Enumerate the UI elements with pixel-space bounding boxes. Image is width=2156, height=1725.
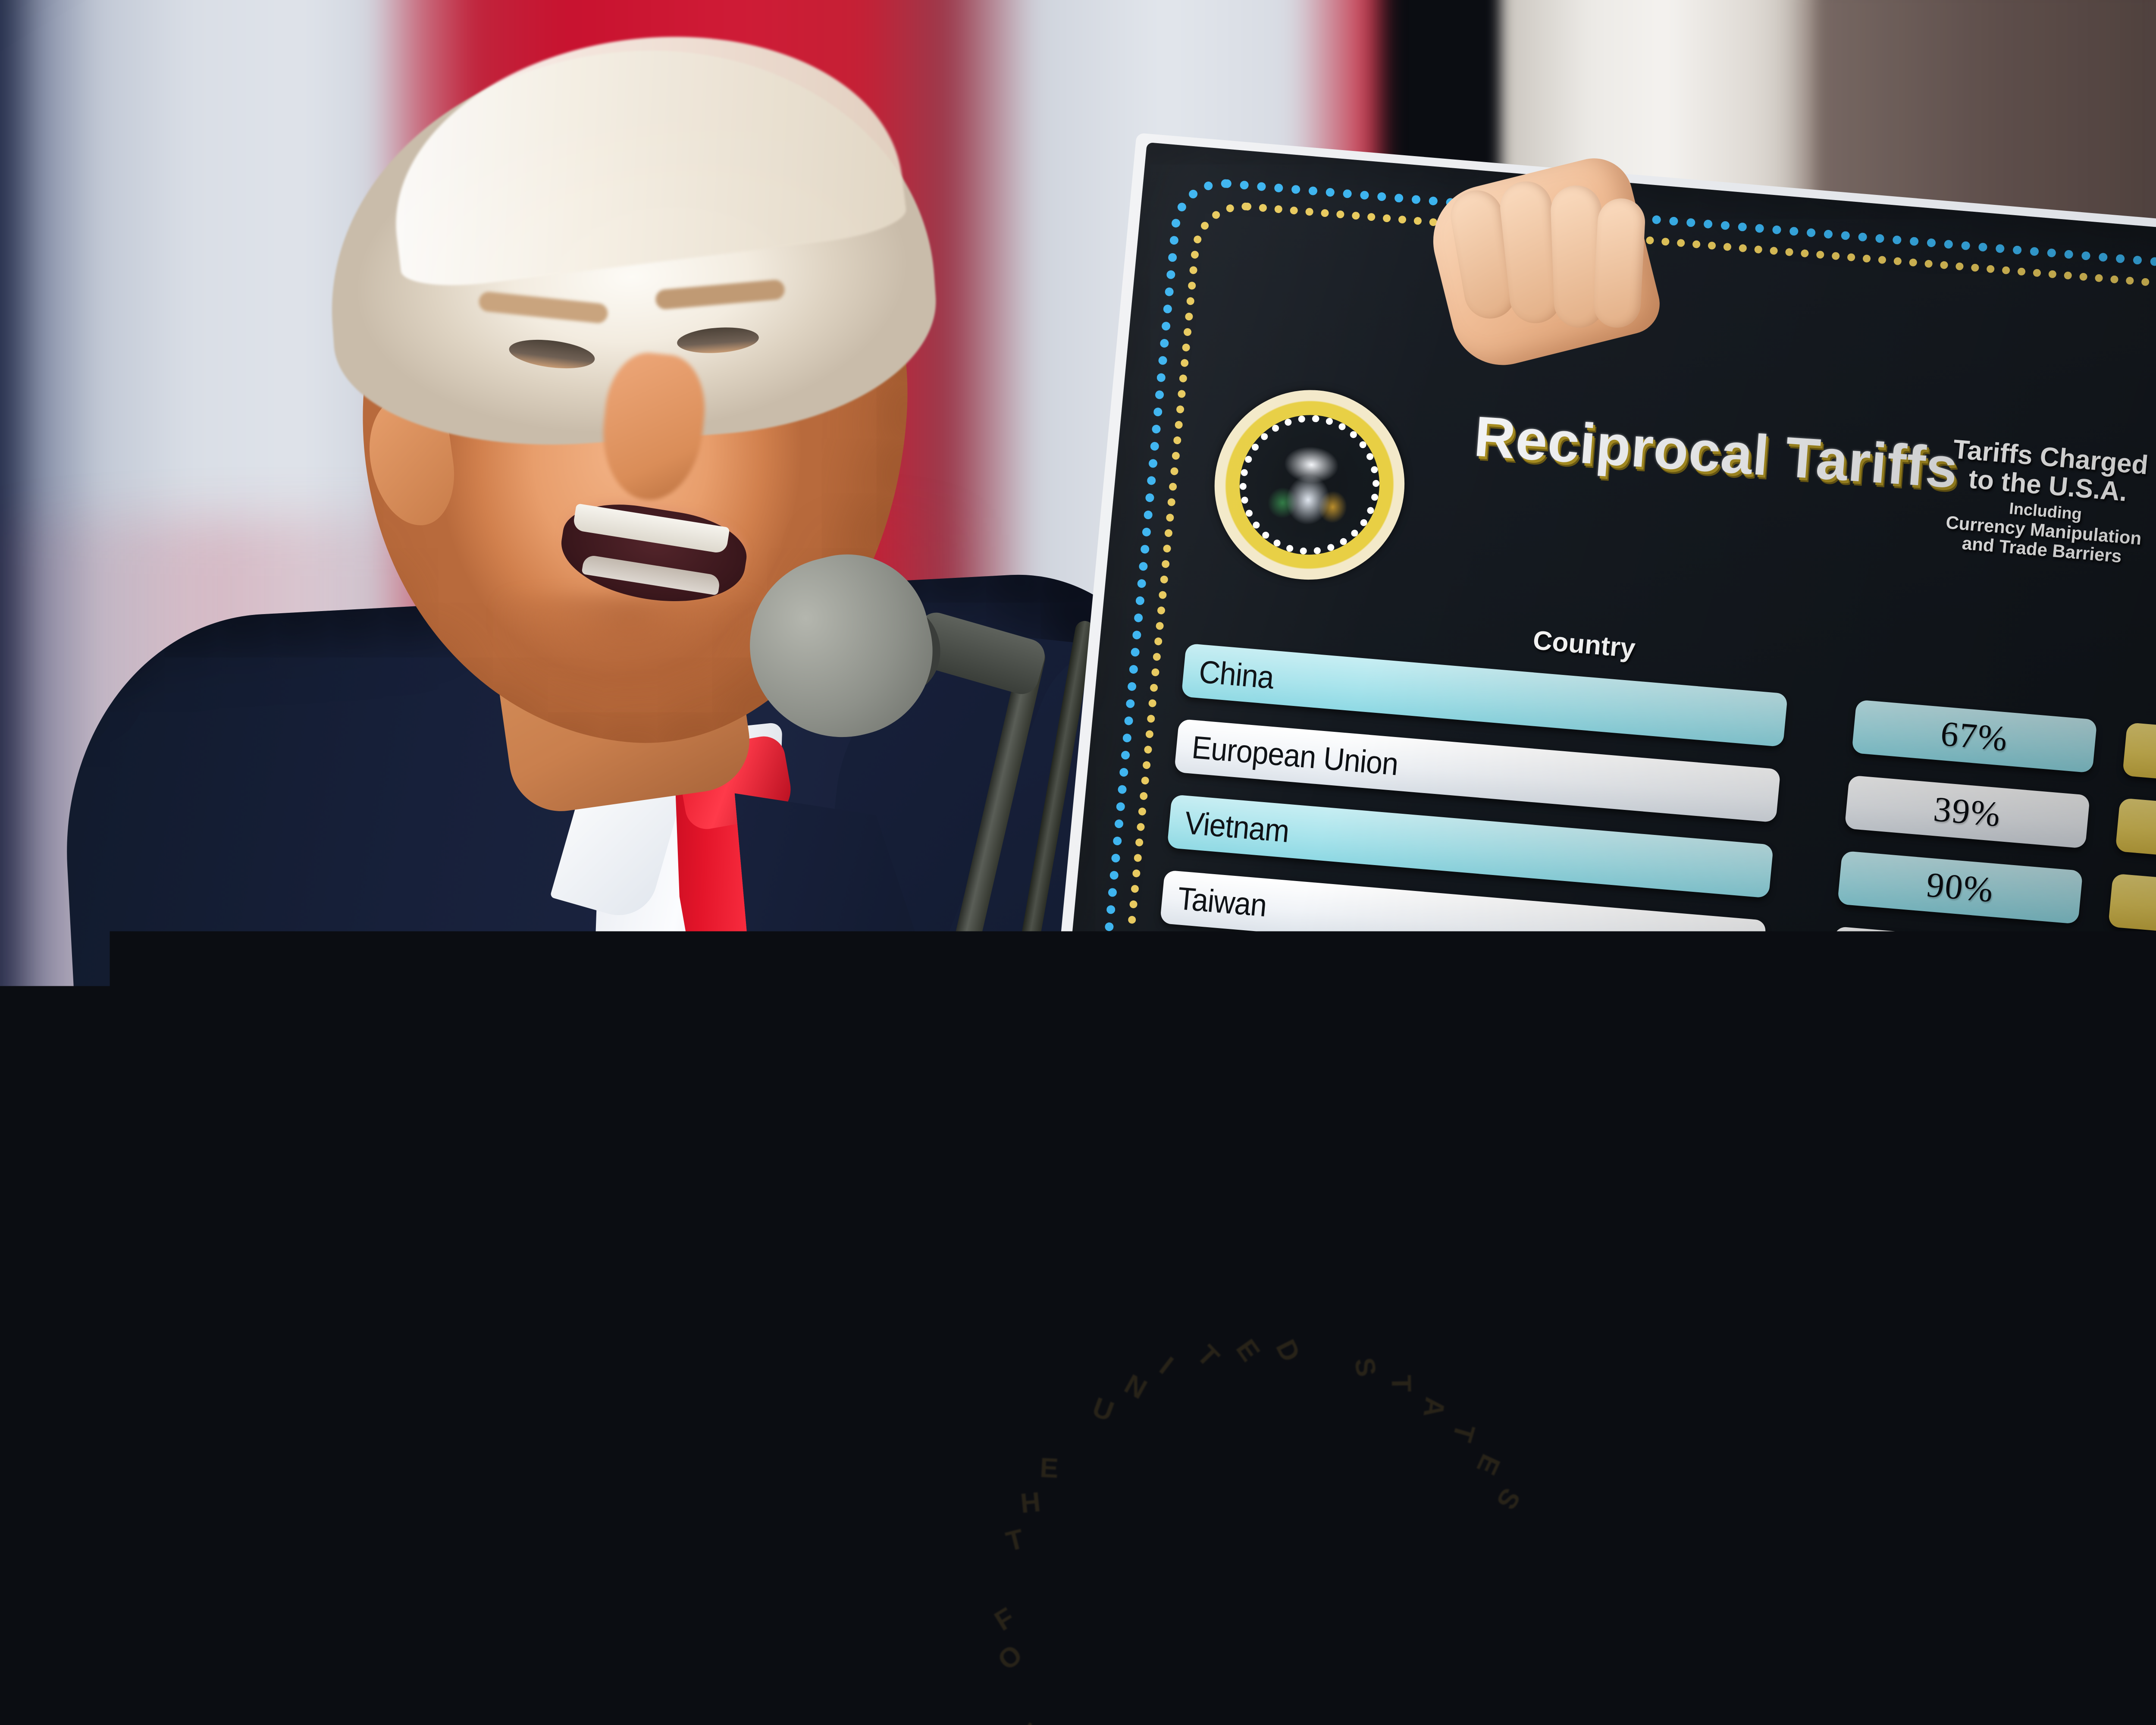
country-label: India	[1162, 1031, 1227, 1073]
charged-tariff-value: 90%	[1924, 864, 1996, 910]
charged-tariff-value: 60%	[1846, 1696, 1917, 1725]
charged-tariff-cell: 67%	[1852, 699, 2097, 773]
discounted-tariff-cell: 20%	[2115, 798, 2156, 870]
country-label: China	[1197, 653, 1275, 696]
discounted-tariff-cell: 24%	[2094, 1025, 2156, 1097]
discounted-tariff-cell: 10%	[2037, 1629, 2156, 1701]
discounted-tariff-value: 24%	[2130, 1491, 2156, 1537]
charged-tariff-value: 97%	[1860, 1544, 1931, 1590]
seal-legend-char: F	[989, 1599, 1024, 1637]
chin-shadow	[496, 595, 763, 707]
discounted-tariff-cell: 31%	[2065, 1327, 2156, 1399]
discounted-tariff-value: 36%	[2151, 1264, 2156, 1311]
seal-legend-char: T	[1015, 1715, 1053, 1725]
column-header-tariffs-charged: Tariffs Charged to the U.S.A. Including …	[1890, 431, 2156, 572]
discounted-tariff-cell: 36%	[2072, 1251, 2156, 1323]
charged-tariff-value: 72%	[1889, 1242, 1960, 1289]
seal-legend-char: T	[1385, 1375, 1418, 1396]
discounted-tariff-cell: 49%	[2044, 1553, 2156, 1625]
column-header-country: Country	[1532, 625, 1637, 664]
board-title: Reciprocal Tariffs	[1472, 404, 1961, 501]
country-label: Switzerland	[1141, 1258, 1291, 1306]
seal-legend: PRESIDENT OF THE UNITED STATES	[803, 1439, 1285, 1725]
seal-legend-char: O	[991, 1635, 1031, 1676]
seal-legend-char: H	[1019, 1485, 1046, 1519]
country-label: European Union	[1191, 728, 1400, 782]
charged-tariff-value: 61%	[1882, 1318, 1953, 1364]
country-label: Vietnam	[1183, 804, 1291, 849]
country-label: South Korea	[1155, 1106, 1316, 1156]
discounted-tariff-cell: 32%	[2058, 1402, 2156, 1474]
discounted-tariff-value: 32%	[2137, 1415, 2156, 1462]
charged-tariff-value: 64%	[1875, 1393, 1946, 1440]
presidential-seal-icon	[1206, 383, 1413, 587]
seal-legend-char: A	[1416, 1395, 1451, 1424]
seal-legend-char: T	[1003, 1521, 1031, 1558]
discounted-tariff-value: 30%	[2108, 1718, 2156, 1725]
podium-presidential-seal: PRESIDENT OF THE UNITED STATES	[803, 1439, 1285, 1725]
discounted-tariff-cell: 32%	[2101, 949, 2156, 1021]
finger-4	[1592, 197, 1646, 329]
discounted-tariff-cell: 25%	[2079, 1176, 2156, 1248]
country-label: Taiwan	[1176, 880, 1268, 924]
discounted-tariff-cell: 34%	[2122, 722, 2156, 794]
discounted-tariff-cell: 46%	[2108, 873, 2156, 945]
charged-tariff-value: 10%	[1853, 1620, 1924, 1666]
charged-tariff-value: 67%	[1939, 713, 2010, 759]
charged-tariff-value: 39%	[1932, 789, 2003, 835]
charged-tariff-value: 47%	[1868, 1469, 1939, 1515]
screenshot-root: Reciprocal Tariffs Tariffs Charged to th…	[0, 0, 2156, 1725]
discounted-tariff-value: 49%	[2122, 1566, 2156, 1612]
country-label: Thailand	[1147, 1182, 1260, 1228]
country-label: Japan	[1169, 955, 1250, 998]
discounted-tariff-value: 10%	[2115, 1642, 2156, 1688]
charged-tariff-value: 50%	[1896, 1167, 1967, 1213]
charged-tariff-value: 64%	[1918, 940, 1989, 986]
discounted-tariff-cell: 24%	[2051, 1478, 2156, 1550]
charged-tariff-value: 46%	[1910, 1016, 1981, 1062]
discounted-tariff-value: 31%	[2144, 1340, 2156, 1386]
discounted-tariff-cell: 26%	[2087, 1100, 2156, 1172]
charged-tariff-value: 52%	[1903, 1091, 1974, 1137]
seal-legend-char: E	[1039, 1452, 1063, 1485]
